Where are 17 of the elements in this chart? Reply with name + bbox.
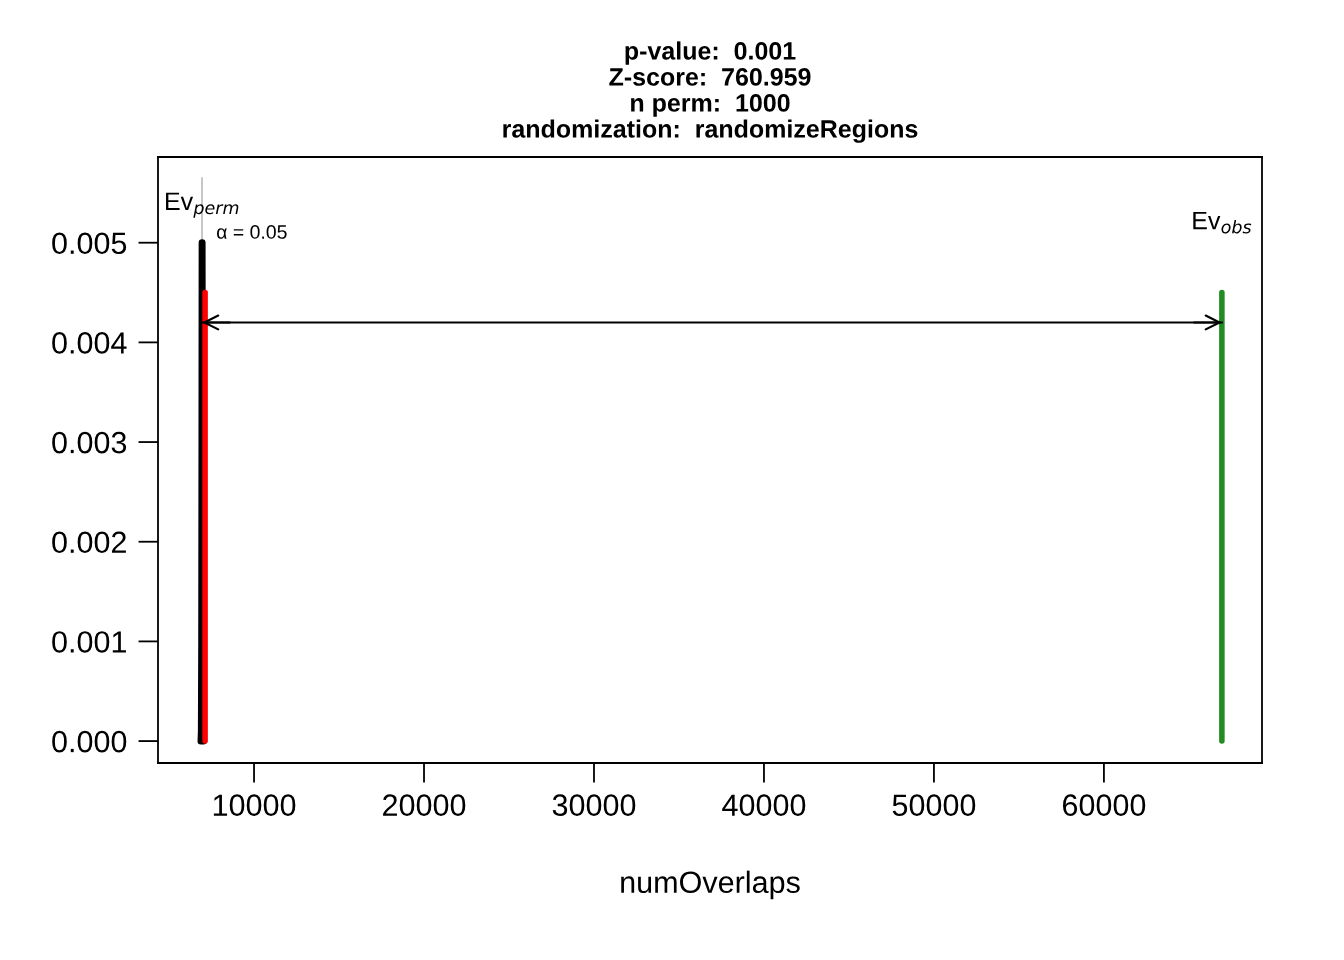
x-axis-title: numOverlaps [621, 870, 800, 900]
y-tick-label: 0.003 [52, 431, 127, 454]
annotation: Ev$_{perm}$ [166, 192, 239, 218]
chart-title: p-value: 0.001 Z-score: 760.959 n perm: 1000 randomization: randomizeRegions [503, 41, 918, 143]
y-tick-label: 0.005 [52, 232, 127, 255]
annotation: α = 0.05 [217, 225, 287, 239]
x-tick-label: 40000 [722, 794, 806, 816]
x-tick-label: 10000 [213, 794, 296, 816]
x-tick-label: 60000 [1062, 794, 1146, 816]
annotation: Ev$_{obs}$ [1193, 211, 1252, 234]
y-tick-label: 0.001 [52, 631, 126, 653]
y-tick-label: 0.004 [52, 332, 127, 354]
y-tick-label: 0.000 [52, 730, 127, 753]
x-tick-label: 50000 [892, 794, 976, 816]
y-tick-label: 0.002 [52, 531, 126, 554]
x-tick-label: 20000 [383, 794, 466, 816]
x-tick-label: 30000 [552, 794, 636, 816]
